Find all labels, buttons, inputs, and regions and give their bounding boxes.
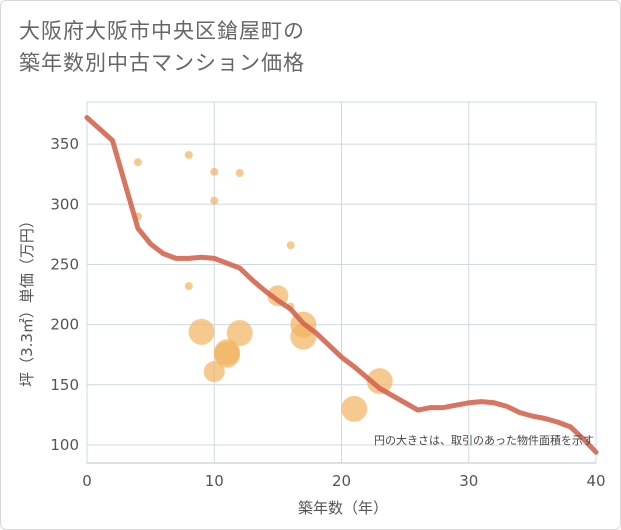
y-tick-label: 300 [50, 195, 79, 213]
x-tick-label: 20 [332, 472, 351, 490]
data-point [210, 196, 219, 205]
data-point [184, 282, 193, 291]
data-point [341, 395, 368, 422]
data-point [226, 320, 253, 347]
data-point [366, 368, 393, 395]
data-point [286, 241, 295, 250]
trend-line [84, 115, 599, 455]
chart-title-line-2: 築年数別中古マンション価格 [19, 51, 305, 75]
data-point [210, 167, 219, 176]
data-point [235, 168, 244, 177]
y-axis-label: 坪（3.3㎡）単価（万円） [18, 213, 36, 387]
x-tick-label: 30 [459, 472, 478, 490]
data-point [203, 361, 225, 383]
chart-title: 大阪府大阪市中央区鎗屋町の 築年数別中古マンション価格 [19, 15, 305, 79]
data-point [213, 341, 240, 368]
size-note: 円の大きさは、取引のあった物件面積を示す [374, 433, 594, 447]
tick-labels: 0 10 20 30 40 100 150 200 250 300 350 [50, 135, 605, 490]
data-point [267, 285, 289, 307]
y-tick-label: 100 [50, 436, 79, 454]
x-tick-label: 10 [205, 472, 224, 490]
y-tick-label: 350 [50, 135, 79, 153]
y-tick-label: 150 [50, 376, 79, 394]
data-point [133, 158, 142, 167]
grid [86, 101, 597, 464]
data-point [188, 318, 215, 345]
x-tick-label: 0 [82, 472, 92, 490]
data-point [184, 150, 193, 159]
x-axis-label: 築年数（年） [298, 499, 388, 517]
y-tick-label: 250 [50, 255, 79, 273]
x-tick-label: 40 [586, 472, 605, 490]
y-tick-label: 200 [50, 316, 79, 334]
data-points [133, 150, 393, 422]
chart-title-line-1: 大阪府大阪市中央区鎗屋町の [19, 19, 305, 43]
trend-series-line [84, 115, 599, 455]
